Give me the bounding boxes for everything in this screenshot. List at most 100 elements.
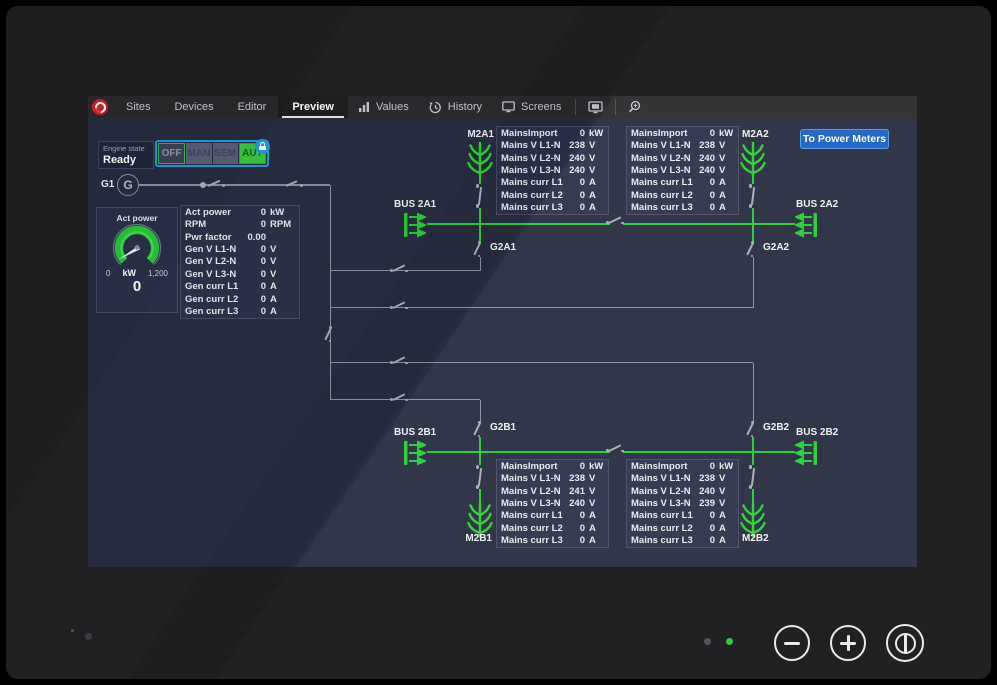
cell-unit: A — [589, 202, 596, 214]
gauge-scale: 0 kW 1,200 — [97, 268, 177, 278]
mode-button-sem[interactable]: SEM — [212, 143, 238, 164]
toolbar-separator — [615, 99, 617, 115]
cell-value: 240 — [569, 498, 585, 510]
wire-m2a2-b — [752, 208, 754, 225]
table-row: Mains curr L1 0 A — [497, 510, 608, 522]
cell-value: 0 — [709, 460, 715, 472]
table-row: Mains curr L1 0 A — [627, 177, 738, 189]
table-row: Mains curr L2 0 A — [627, 189, 738, 201]
page-dot-1[interactable] — [704, 638, 711, 645]
power-button[interactable] — [886, 624, 924, 662]
table-row: Gen curr L3 0 A — [181, 306, 299, 318]
pylon-m2a2-icon — [740, 141, 766, 177]
cell-value: 240 — [569, 152, 585, 164]
cell-unit: A — [719, 522, 726, 534]
bezel-camera-dot — [85, 633, 92, 640]
table-row: Mains V L2-N 240 V — [497, 152, 608, 164]
breaker-m2a2-icon — [748, 184, 756, 208]
cell-unit: A — [270, 306, 277, 318]
wire-g2a2-b — [753, 257, 754, 308]
breaker-g2a2-icon — [745, 241, 758, 257]
breaker-tie-3-icon — [390, 356, 408, 368]
cell-unit: kW — [270, 206, 285, 218]
cell-label: Mains curr L2 — [631, 522, 693, 534]
comap-logo-icon — [92, 99, 108, 115]
minus-icon — [784, 641, 800, 645]
wire-tie-3 — [330, 362, 753, 363]
brightness-up-button[interactable] — [830, 625, 866, 661]
cell-value: 0 — [260, 306, 266, 318]
cell-value: 240 — [699, 485, 715, 497]
wire-tie-2 — [330, 307, 753, 308]
tab-sites[interactable]: Sites — [126, 101, 151, 113]
cell-unit: V — [589, 152, 596, 164]
cell-unit: V — [589, 485, 596, 497]
wire-bus-2b2 — [623, 451, 795, 453]
wire-trunk — [330, 185, 331, 400]
breaker-tie-4-icon — [390, 393, 408, 405]
wire-m2a2-a — [752, 175, 754, 184]
breaker-g2a1-label: G2A1 — [490, 242, 517, 253]
wire-g1 — [139, 184, 330, 186]
tab-devices[interactable]: Devices — [174, 101, 214, 113]
page-dot-2-active[interactable] — [726, 638, 733, 645]
cell-value: 0 — [579, 127, 585, 139]
cell-unit: V — [589, 498, 596, 510]
mode-button-off[interactable]: OFF — [158, 143, 186, 164]
cell-unit: A — [589, 189, 596, 201]
wire-g2b2-b — [752, 437, 754, 452]
wire-bus-2a1 — [427, 223, 610, 225]
cell-label: Mains curr L1 — [501, 177, 563, 189]
cell-value: 0 — [579, 522, 585, 534]
table-row: Mains V L3-N 239 V — [627, 497, 738, 509]
mains-table-m2a2: MainsImport 0 kW Mains V L1-N 238 V Mains V L2… — [626, 126, 739, 215]
breaker-g2b2-label: G2B2 — [763, 422, 790, 433]
cell-label: Act power — [185, 206, 231, 218]
tab-preview[interactable]: Preview — [278, 96, 348, 118]
table-row: Gen V L3-N 0 V — [181, 268, 299, 280]
mains-table-m2b1: MainsImport 0 kW Mains V L1-N 238 V Mains V L2… — [496, 459, 609, 548]
wire-m2b1-a — [479, 452, 481, 465]
tab-editor[interactable]: Editor — [237, 101, 267, 113]
brightness-down-button[interactable] — [774, 625, 810, 661]
menu-history[interactable]: History — [419, 96, 492, 118]
engine-state-value: Ready — [103, 154, 137, 166]
busbar-2b1-icon — [404, 440, 426, 466]
gauge-unit: kW — [122, 268, 136, 278]
table-row: MainsImport 0 kW — [627, 460, 738, 472]
breaker-tie-1-icon — [390, 264, 408, 276]
gauge-title: Act power — [116, 213, 158, 223]
cell-value: 0 — [709, 177, 715, 189]
menu-screens[interactable]: Screens — [492, 96, 571, 118]
cell-value: 238 — [699, 473, 715, 485]
mode-button-man[interactable]: MAN — [186, 143, 212, 164]
cell-unit: A — [589, 522, 596, 534]
table-row: Mains curr L3 0 A — [497, 535, 608, 547]
breaker-trunk-icon — [323, 326, 336, 342]
menu-values[interactable]: Values — [348, 96, 419, 118]
cell-label: Gen curr L2 — [185, 293, 239, 305]
cell-label: Mains V L2-N — [631, 485, 691, 497]
screen-cast-button[interactable] — [580, 96, 611, 118]
to-power-meters-button[interactable]: To Power Meters — [800, 129, 889, 149]
cell-label: Mains curr L2 — [501, 189, 563, 201]
table-row: Mains V L2-N 241 V — [497, 485, 608, 497]
table-row: Mains curr L1 0 A — [497, 177, 608, 189]
cell-unit: V — [589, 165, 596, 177]
bus-2b1-label: BUS 2B1 — [394, 427, 437, 438]
monitor-icon — [502, 101, 515, 113]
cell-label: MainsImport — [501, 127, 558, 139]
zoom-tool-button[interactable] — [620, 96, 650, 118]
cell-unit: V — [589, 473, 596, 485]
cell-label: Gen V L3-N — [185, 268, 237, 280]
breaker-g2b1-icon — [472, 421, 485, 437]
table-row: Mains V L1-N 238 V — [627, 472, 738, 484]
busbar-2b2-icon — [795, 440, 817, 466]
generator-values-table: Act power 0 kW RPM 0 RPM Pwr factor 0.00 Gen V L… — [180, 205, 300, 319]
cell-value: 0 — [709, 127, 715, 139]
wire-m2b2-b — [752, 489, 754, 502]
cell-unit: V — [270, 244, 277, 256]
breaker-bus-b-tie-icon — [606, 444, 624, 456]
cell-unit: kW — [589, 127, 604, 139]
breaker-m2b1-icon — [475, 465, 483, 489]
